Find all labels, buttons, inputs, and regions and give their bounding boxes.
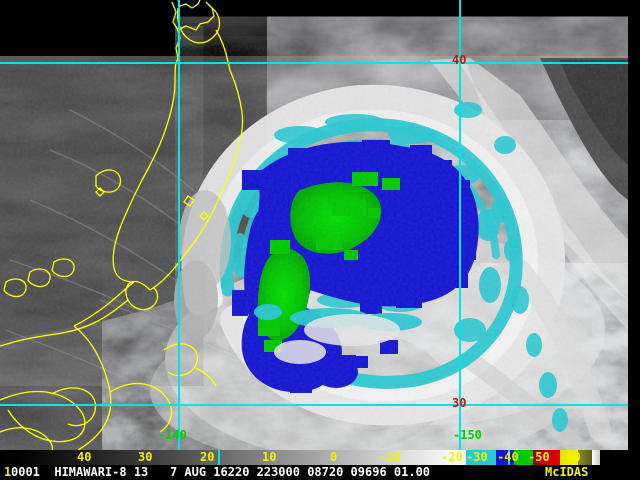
colorbar-marker-2 — [508, 450, 510, 465]
japan-coastline — [0, 0, 244, 450]
colorbar-tick-m20: -20 — [441, 450, 463, 464]
colorbar-segment-yellow — [560, 450, 578, 465]
grid-longitude-150 — [459, 0, 461, 450]
colorbar-tick-30: 30 — [138, 450, 153, 464]
grid-latitude-30 — [0, 404, 628, 406]
colorbar-marker-1 — [218, 450, 220, 465]
satellite-image-render — [0, 0, 628, 450]
colorbar-tick-20: 20 — [200, 450, 215, 464]
colorbar-tick-m10: -10 — [379, 450, 401, 464]
colorbar-tick-0: 0 — [330, 450, 338, 464]
colorbar-tick-m50: -50 — [528, 450, 550, 464]
colorbar-tick-10: 10 — [262, 450, 277, 464]
colorbar-grayscale-ramp — [0, 450, 466, 465]
colorbar-segment-olive — [578, 450, 592, 465]
footer-metadata-line: 0001 HIMAWARI-8 13 7 AUG 16220 223000 08… — [11, 465, 431, 479]
colorbar-tick-m60: -60 — [559, 450, 581, 464]
longitude-label-140: -140 — [158, 428, 187, 442]
right-no-data-margin — [628, 0, 640, 450]
footer-frame-prefix: 1 — [4, 465, 12, 479]
mcidas-brand-label: McIDAS — [545, 465, 589, 479]
satellite-image-canvas[interactable]: 40 30 -140 -150 — [0, 0, 640, 450]
colorbar-segment-red — [533, 450, 560, 465]
longitude-label-150: -150 — [453, 428, 482, 442]
colorbar-tick-m30: -30 — [466, 450, 488, 464]
colorbar-tick-40: 40 — [77, 450, 92, 464]
temperature-colorbar[interactable]: 40 30 20 10 0 -10 -20 -30 -40 -50 -60 (C… — [0, 450, 640, 465]
grid-longitude-140 — [178, 0, 180, 450]
latitude-label-40: 40 — [452, 53, 467, 67]
latitude-label-30: 30 — [452, 396, 467, 410]
footer-status-bar: 1 0001 HIMAWARI-8 13 7 AUG 16220 223000 … — [0, 465, 640, 480]
colorbar-segment-green — [514, 450, 533, 465]
colorbar-tick-m40: -40 — [497, 450, 519, 464]
colorbar-segment-cyan — [466, 450, 496, 465]
colorbar-segment-white — [592, 450, 600, 465]
grid-latitude-40 — [0, 62, 628, 64]
